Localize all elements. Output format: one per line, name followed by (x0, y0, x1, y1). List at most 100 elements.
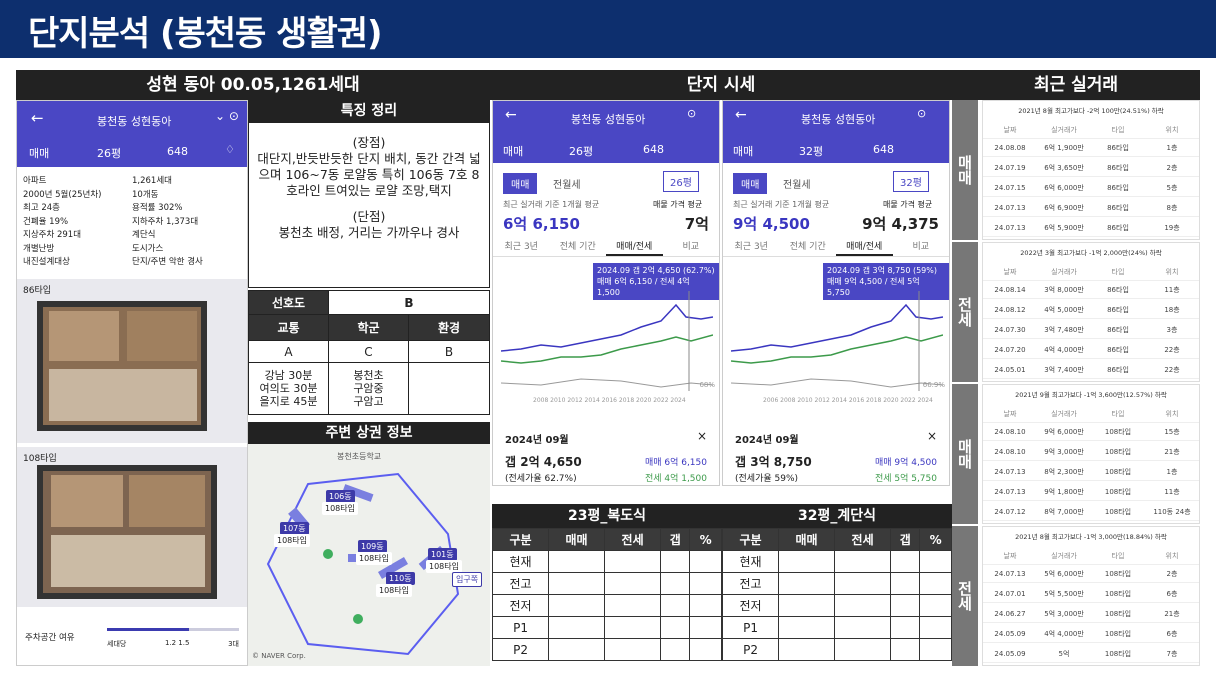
tab-sale[interactable]: 매매 (503, 173, 538, 194)
map-label: 108타입 (426, 560, 462, 573)
spec-item: 지상주차 291대 (23, 230, 82, 240)
ask-price: 9억 4,375 (862, 215, 939, 233)
deal-note: 2022년 3월 최고가보다 -1억 2,000만(24%) 하락 (1020, 249, 1162, 257)
grid-title: 23평_복도식 (492, 504, 722, 528)
comment-count[interactable]: 648 (167, 145, 188, 158)
map-label: 108타입 (274, 534, 310, 547)
map-label: 108타입 (356, 552, 392, 565)
tab-3y[interactable]: 최근 3년 (734, 242, 768, 252)
deal-row: 24.07.13 9억 1,800만 108타입 11층 (983, 483, 1199, 501)
chart-tooltip: 2024.09 갭 2억 4,650 (62.7%) 매매 6억 6,150 / … (593, 263, 719, 300)
deal-row: 24.05.09 4억 4,000만 108타입 6층 (983, 625, 1199, 643)
back-icon[interactable]: ← (505, 107, 517, 123)
tab-compare[interactable]: 비교 (682, 242, 700, 252)
grid-head: 갭 (890, 528, 921, 551)
close-icon[interactable]: × (696, 429, 707, 443)
size-select[interactable]: 26평 (97, 147, 122, 160)
deal-row: 24.07.19 6억 3,650만 86타입 2층 (983, 159, 1199, 177)
tab-sale-rent[interactable]: 매매/전세 (836, 239, 893, 256)
grid-row-label: P1 (491, 616, 550, 639)
deal-col-head: 날짜 (1003, 551, 1017, 560)
deal-row: 24.07.13 6억 6,900만 86타입 8층 (983, 199, 1199, 217)
location-icon[interactable]: ⊙ (687, 107, 697, 120)
deal-note: 2021년 9월 최고가보다 -1억 3,600만(12.57%) 하락 (1015, 391, 1167, 399)
bell-icon[interactable]: ♢ (225, 143, 235, 156)
comment-count[interactable]: 648 (873, 143, 894, 156)
price-chart (731, 291, 943, 391)
deal-side-label: 전세 (952, 526, 978, 666)
deal-col-head: 위치 (1165, 267, 1179, 276)
deal-row: 24.07.13 8억 2,300만 108타입 1층 (983, 463, 1199, 481)
comment-count[interactable]: 648 (643, 143, 664, 156)
deal-row: 24.08.12 4억 5,000만 86타입 18층 (983, 301, 1199, 319)
area-map[interactable]: 봉천초등학교 106동 108타입 107동 108타입 109동 108타입 … (248, 444, 490, 666)
deal-col-head: 날짜 (1003, 267, 1017, 276)
grid-head: 구분 (491, 528, 550, 551)
deal-type[interactable]: 매매 (503, 145, 524, 158)
plan-86-label: 86타입 (23, 286, 52, 296)
spec-item: 내진설계대상 (23, 257, 70, 267)
grid-head: 갭 (660, 528, 691, 551)
deal-note: 2021년 8월 최고가보다 -2억 100만(24.51%) 하락 (1018, 107, 1164, 115)
avg-label: 최근 실거래 기준 1개월 평균 (733, 200, 830, 209)
tab-rent[interactable]: 전월세 (783, 180, 811, 191)
phone-title: 봉천동 성현동아 (97, 115, 172, 128)
school-label: 봉천초등학교 (337, 452, 382, 461)
location-icon[interactable]: ⊙ (917, 107, 927, 120)
tab-sale[interactable]: 매매 (733, 173, 768, 194)
grid-row-label: 현재 (491, 550, 550, 573)
phone-title: 봉천동 성현동아 (571, 113, 646, 126)
chart-years: 2006 2008 2010 2012 2014 2016 2018 2020 … (763, 397, 933, 404)
size-dropdown[interactable]: 26평 (663, 171, 699, 192)
spec-item: 용적률 302% (132, 203, 183, 213)
month-selector[interactable]: 2024년 09월 (735, 435, 799, 446)
back-icon[interactable]: ← (31, 109, 44, 127)
tab-all[interactable]: 전체 기간 (789, 242, 826, 252)
spec-item: 2000년 5월(25년차) (23, 189, 102, 200)
spec-item: 개별난방 (23, 243, 55, 254)
deal-col-head: 타입 (1111, 551, 1125, 560)
deal-type[interactable]: 매매 (733, 145, 754, 158)
deal-row: 24.07.01 5억 5,500만 108타입 6층 (983, 585, 1199, 603)
jeonse-price: 전세 5억 5,750 (874, 474, 937, 484)
location-icon[interactable]: ⌄ ⊙ (215, 109, 239, 123)
deal-col-head: 실거래가 (1051, 125, 1077, 134)
grid-head: 구분 (721, 528, 780, 551)
grid-head: 매매 (778, 528, 836, 551)
map-label: 107동 (280, 522, 309, 535)
back-icon[interactable]: ← (735, 107, 747, 123)
ask-price: 7억 (684, 215, 709, 233)
entrance-label: 입구쪽 (452, 572, 483, 587)
page-title: 단지분석 (봉천동 생활권) (28, 14, 383, 54)
map-label: 106동 (326, 490, 355, 503)
month-selector[interactable]: 2024년 09월 (505, 435, 569, 446)
size-dropdown[interactable]: 32평 (893, 171, 929, 192)
map-label: 108타입 (376, 584, 412, 597)
jeonse-price: 전세 4억 1,500 (644, 474, 707, 484)
deal-row: 24.07.30 3억 7,480만 86타입 3층 (983, 321, 1199, 339)
grid-32: 구분 매매 전세 갭% 현재 전고 전저 P1 P2 (721, 528, 952, 661)
tab-sale-rent[interactable]: 매매/전세 (606, 239, 663, 256)
deal-col-head: 실거래가 (1051, 267, 1077, 276)
complex-phone: ← 봉천동 성현동아 ⌄ ⊙ 매매 26평 648 ♢ 아파트 2000년 5월(… (16, 100, 248, 666)
tab-all[interactable]: 전체 기간 (559, 242, 596, 252)
floor-plan-108: 108타입 (17, 447, 247, 607)
chart-pct: 66.9% (922, 381, 945, 389)
tab-rent[interactable]: 전월세 (553, 180, 581, 191)
deal-side-label: 전세 (952, 242, 978, 382)
size-select[interactable]: 26평 (569, 145, 594, 158)
map-label: 109동 (358, 540, 387, 553)
tab-3y[interactable]: 최근 3년 (504, 242, 538, 252)
tab-compare[interactable]: 비교 (912, 242, 930, 252)
deal-table: 2021년 9월 최고가보다 -1억 3,600만(12.57%) 하락 날짜 실거… (982, 384, 1200, 524)
size-select[interactable]: 32평 (799, 145, 824, 158)
close-icon[interactable]: × (926, 429, 937, 443)
complex-header: 성현 동아 00.05,1261세대 (16, 70, 490, 100)
deal-type[interactable]: 매매 (29, 147, 50, 160)
parking-label: 주차공간 여유 (25, 633, 75, 643)
map-label: 108타입 (322, 502, 358, 515)
deal-note: 2021년 8월 최고가보다 -1억 3,000만(18.84%) 하락 (1015, 533, 1167, 541)
jeonse-ratio: (전세가율 62.7%) (505, 474, 577, 484)
grid-row-label: P1 (721, 616, 780, 639)
